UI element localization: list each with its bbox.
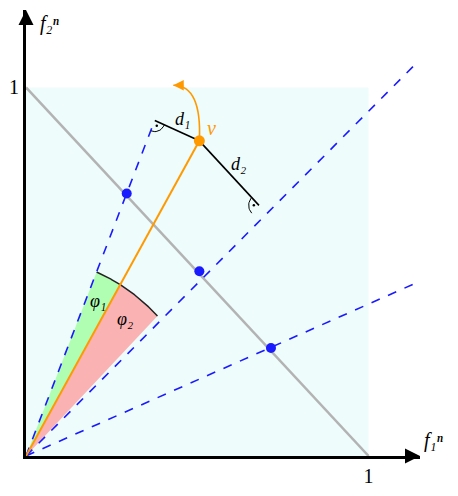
svg-text:d₂: d₂: [231, 154, 246, 174]
svg-text:1: 1: [9, 76, 19, 98]
svg-text:v: v: [207, 117, 216, 139]
svg-text:φ₁: φ₁: [90, 291, 106, 311]
svg-text:f₂ⁿ: f₂ⁿ: [40, 12, 60, 35]
svg-text:f₁ⁿ: f₁ⁿ: [424, 429, 444, 452]
svg-text:1: 1: [364, 465, 374, 487]
svg-text:φ₂: φ₂: [117, 309, 133, 329]
svg-text:d₁: d₁: [175, 109, 190, 129]
